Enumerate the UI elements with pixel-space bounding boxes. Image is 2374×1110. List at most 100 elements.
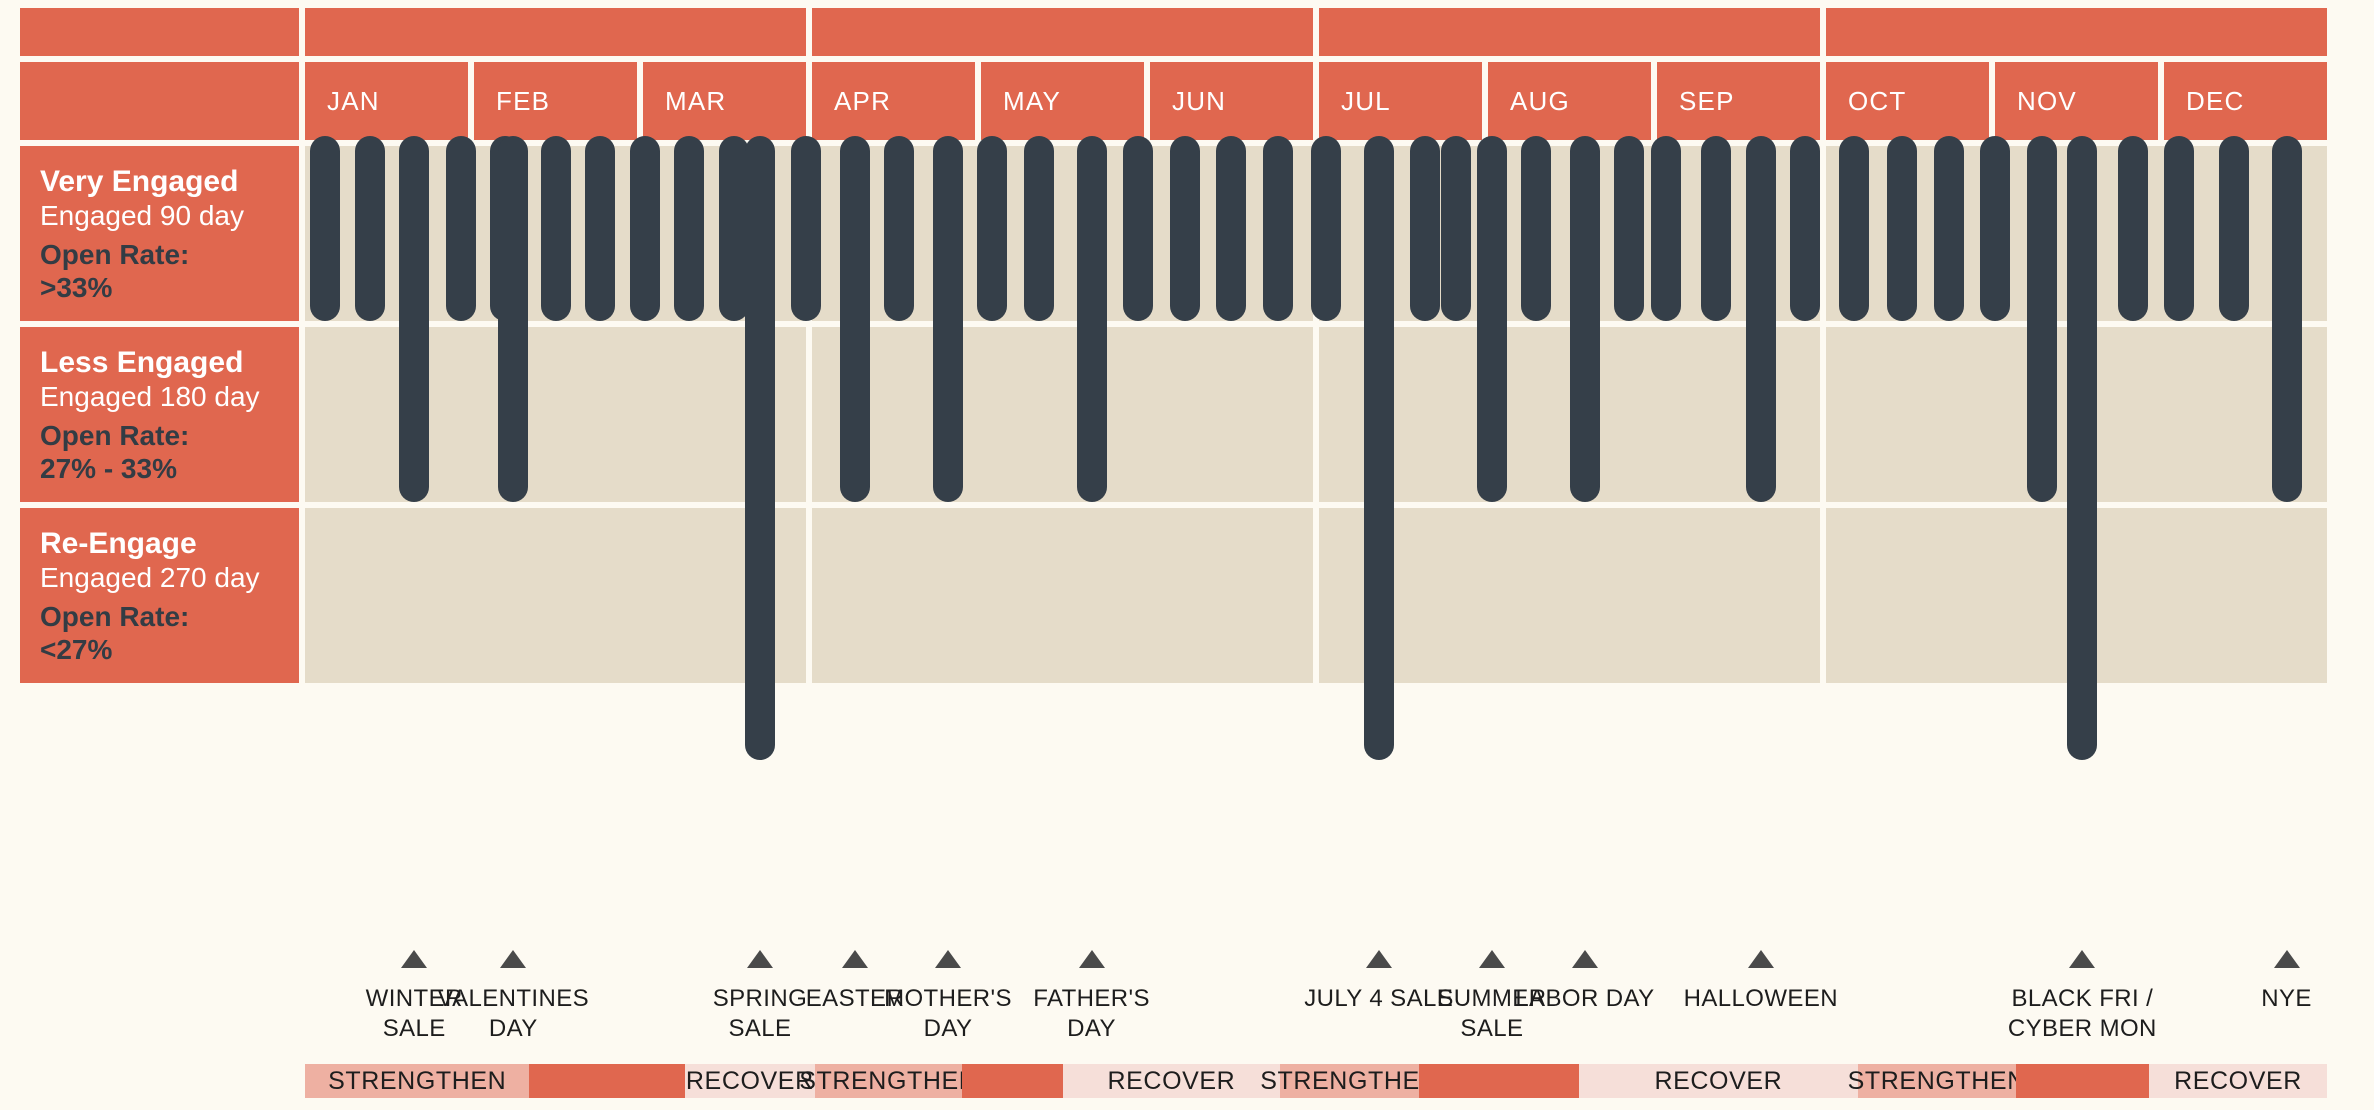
event-marker[interactable]: LABOR DAY [1505,950,1665,1014]
event-marker[interactable]: MOTHER'S DAY [868,950,1028,1044]
month-header-aug[interactable]: AUG [1488,62,1651,140]
send-bar[interactable] [585,136,616,321]
month-header-row: JAN FEB MAR APR MAY JUN JUL AUG SEP OCT NOV DEC [305,62,2327,140]
send-bar[interactable] [498,136,529,502]
send-bar[interactable] [718,136,749,321]
send-bar[interactable] [1614,136,1645,321]
send-bar[interactable] [2117,136,2148,321]
send-bar[interactable] [1123,136,1154,321]
month-header-dec[interactable]: DEC [2164,62,2327,140]
send-bar[interactable] [1440,136,1471,321]
phase-segment-light[interactable]: STRENGTHEN [799,1064,977,1098]
open-rate-value: >33% [40,272,113,304]
send-bar[interactable] [1076,136,1107,502]
send-bar[interactable] [1521,136,1552,321]
send-bar[interactable] [1650,136,1681,321]
send-bar[interactable] [2164,136,2195,321]
send-bar[interactable] [839,136,870,502]
event-label: SPRING SALE [712,985,808,1042]
month-header-sep[interactable]: SEP [1657,62,1820,140]
month-header-feb[interactable]: FEB [474,62,637,140]
phase-segment-recover[interactable]: RECOVER [2149,1064,2327,1098]
phase-segment-recover[interactable]: RECOVER [1063,1064,1280,1098]
send-bar[interactable] [399,136,430,502]
segment-label-1[interactable]: Very Engaged Engaged 90 day Open Rate: >33% [20,146,299,321]
send-bar[interactable] [1569,136,1600,502]
event-marker[interactable]: BLACK FRI / CYBER MON [2002,950,2162,1044]
send-bar[interactable] [540,136,571,321]
send-bar[interactable] [977,136,1008,321]
phase-segment-dark[interactable] [529,1064,686,1098]
send-bar[interactable] [1169,136,1200,321]
triangle-up-icon [1478,950,1505,968]
month-header-jul[interactable]: JUL [1319,62,1482,140]
send-bar[interactable] [1838,136,1869,321]
month-header-may[interactable]: MAY [981,62,1144,140]
event-marker[interactable]: HALLOWEEN [1681,950,1841,1014]
triangle-up-icon [934,950,961,968]
triangle-up-icon [2069,950,2096,968]
plot-row-3 [305,508,2327,683]
event-marker[interactable]: FATHER'S DAY [1012,950,1172,1044]
segment-label-2[interactable]: Less Engaged Engaged 180 day Open Rate: 27%… [20,327,299,502]
event-marker[interactable]: NYE [2207,950,2367,1014]
phase-segment-dark[interactable] [1419,1064,1579,1098]
send-bar[interactable] [744,136,775,760]
send-bar[interactable] [1216,136,1247,321]
month-header-jun[interactable]: JUN [1150,62,1313,140]
event-label: FATHER'S DAY [1033,985,1150,1042]
send-bar[interactable] [1410,136,1441,321]
send-bar[interactable] [354,136,385,321]
send-bar[interactable] [2026,136,2057,502]
month-header-apr[interactable]: APR [812,62,975,140]
send-bar[interactable] [791,136,822,321]
plot-row-2 [305,327,2327,502]
plot-cell [305,327,806,502]
event-marker[interactable]: EASTER [775,950,935,1014]
event-label: JULY 4 SALE [1304,985,1454,1012]
send-bar[interactable] [1701,136,1732,321]
send-bar[interactable] [1262,136,1293,321]
event-marker[interactable]: SPRING SALE [680,950,840,1044]
event-marker[interactable]: VALENTINES DAY [433,950,593,1044]
send-bar[interactable] [2067,136,2098,760]
phase-segment-light[interactable]: STRENGTHEN [305,1064,530,1098]
send-bar[interactable] [884,136,915,321]
quarter-cell-3 [1319,8,1820,56]
send-bar[interactable] [445,136,476,321]
send-bar[interactable] [629,136,660,321]
send-bar[interactable] [1790,136,1821,321]
phase-segment-dark[interactable] [2015,1064,2150,1098]
send-bar[interactable] [1980,136,2011,321]
phase-segment-light[interactable]: STRENGTHEN [1260,1064,1438,1098]
month-header-oct[interactable]: OCT [1826,62,1989,140]
send-bar[interactable] [932,136,963,502]
send-bar[interactable] [2218,136,2249,321]
month-header-nov[interactable]: NOV [1995,62,2158,140]
event-marker[interactable]: JULY 4 SALE [1299,950,1459,1014]
send-bar[interactable] [1023,136,1054,321]
send-bar[interactable] [1363,136,1394,760]
send-bar[interactable] [1311,136,1342,321]
event-marker[interactable]: SUMMER SALE [1412,950,1572,1044]
send-bar[interactable] [1887,136,1918,321]
send-bar[interactable] [2271,136,2302,502]
phase-segment-recover[interactable]: RECOVER [685,1064,815,1098]
send-bar[interactable] [1933,136,1964,321]
triangle-up-icon [841,950,868,968]
segment-subtitle: Engaged 90 day [40,200,244,232]
event-marker[interactable]: WINTER SALE [334,950,494,1044]
phase-segment-dark[interactable] [962,1064,1064,1098]
segment-title: Very Engaged [40,165,239,198]
segment-label-3[interactable]: Re-Engage Engaged 270 day Open Rate: <27% [20,508,299,683]
send-bar[interactable] [310,136,341,321]
segment-subtitle: Engaged 270 day [40,562,260,594]
send-bar[interactable] [674,136,705,321]
send-bar[interactable] [1745,136,1776,502]
send-bar[interactable] [1476,136,1507,502]
month-header-mar[interactable]: MAR [643,62,806,140]
event-label: LABOR DAY [1515,985,1655,1012]
phase-segment-light[interactable]: STRENGTHEN [1848,1064,2025,1098]
phase-segment-recover[interactable]: RECOVER [1578,1064,1858,1098]
month-header-jan[interactable]: JAN [305,62,468,140]
